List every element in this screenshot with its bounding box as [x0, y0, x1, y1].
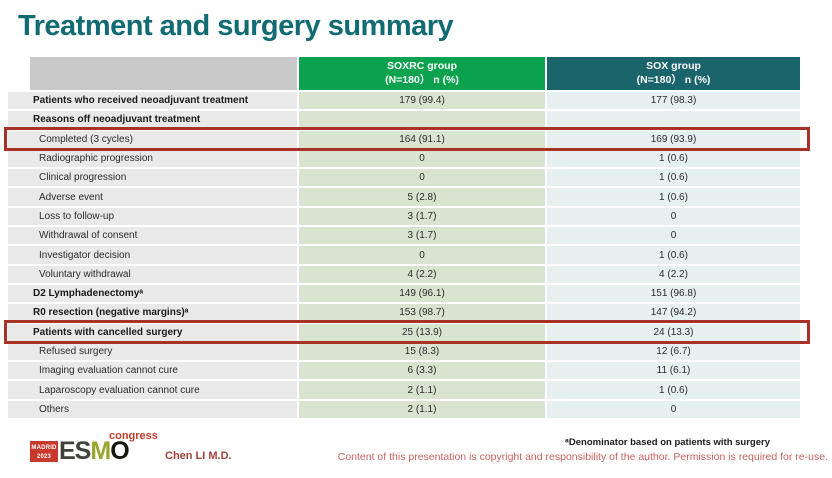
soxrc-value: 4 (2.2) [299, 265, 545, 283]
row-label: Loss to follow-up [8, 207, 297, 226]
table-row: Radiographic progression 0 1 (0.6) [8, 149, 800, 168]
row-label: Laparoscopy evaluation cannot cure [8, 381, 297, 399]
table-row: Imaging evaluation cannot cure 6 (3.3) 11 … [8, 362, 800, 380]
esmo-letter-m: M [90, 437, 111, 465]
denominator-footnote: ᵃDenominator based on patients with surg… [565, 437, 770, 448]
sox-value: 4 (2.2) [547, 265, 800, 283]
soxrc-value: 2 (1.1) [299, 381, 545, 399]
page-title: Treatment and surgery summary [18, 10, 454, 42]
table-body: Patients who received neoadjuvant treatm… [4, 92, 810, 419]
column-header-empty [30, 57, 297, 90]
sox-value: 147 (94.2) [547, 304, 800, 322]
column-header-sox: SOX group (N=180） n (%) [547, 57, 800, 90]
sox-value: 151 (96.8) [547, 284, 800, 303]
presenter-name: Chen LI M.D. [165, 450, 232, 462]
soxrc-value: 3 (1.7) [299, 207, 545, 226]
table-row: Loss to follow-up 3 (1.7) 0 [8, 207, 800, 226]
row-label: Investigator decision [8, 246, 297, 264]
sox-value: 1 (0.6) [547, 149, 800, 168]
row-label: Imaging evaluation cannot cure [8, 362, 297, 380]
row-label: Voluntary withdrawal [8, 265, 297, 283]
soxrc-value: 25 (13.9) [299, 323, 545, 341]
row-label: Reasons off neoadjuvant treatment [8, 111, 297, 129]
row-label: D2 Lymphadenectomyᵃ [8, 284, 297, 303]
sox-group-n: (N=180） n (%) [636, 73, 711, 86]
soxrc-value: 179 (99.4) [299, 92, 545, 110]
table-row: Laparoscopy evaluation cannot cure 2 (1.1… [8, 381, 800, 399]
table-row: Investigator decision 0 1 (0.6) [8, 246, 800, 264]
table-row: Patients with cancelled surgery 25 (13.9)… [4, 320, 810, 345]
sox-value: 24 (13.3) [547, 323, 800, 341]
sox-group-label: SOX group [646, 59, 701, 72]
sox-value: 11 (6.1) [547, 362, 800, 380]
copyright-notice: Content of this presentation is copyrigh… [337, 451, 828, 463]
congress-label: congress [109, 430, 158, 442]
sox-value [547, 111, 800, 129]
row-label: Refused surgery [8, 342, 297, 361]
soxrc-value: 153 (98.7) [299, 304, 545, 322]
sox-value: 0 [547, 400, 800, 419]
table-row: Reasons off neoadjuvant treatment [8, 111, 800, 129]
table-row: Voluntary withdrawal 4 (2.2) 4 (2.2) [8, 265, 800, 283]
table-row: D2 Lymphadenectomyᵃ 149 (96.1) 151 (96.8) [8, 284, 800, 303]
sox-value: 177 (98.3) [547, 92, 800, 110]
soxrc-group-label: SOXRC group [387, 59, 457, 72]
table-row: Refused surgery 15 (8.3) 12 (6.7) [8, 342, 800, 361]
table-row: Clinical progression 0 1 (0.6) [8, 169, 800, 187]
table-row: Adverse event 5 (2.8) 1 (0.6) [8, 188, 800, 206]
row-label: Withdrawal of consent [8, 227, 297, 245]
table-row: Patients who received neoadjuvant treatm… [8, 92, 800, 110]
soxrc-value: 5 (2.8) [299, 188, 545, 206]
madrid-2023-badge: MADRID 2023 [30, 441, 58, 462]
row-label: Adverse event [8, 188, 297, 206]
sox-value: 1 (0.6) [547, 381, 800, 399]
soxrc-value [299, 111, 545, 129]
row-label: Others [8, 400, 297, 419]
sox-value: 1 (0.6) [547, 169, 800, 187]
table-row: Others 2 (1.1) 0 [8, 400, 800, 419]
esmo-letters-es: ES [59, 437, 91, 465]
soxrc-value: 15 (8.3) [299, 342, 545, 361]
soxrc-value: 6 (3.3) [299, 362, 545, 380]
sox-value: 1 (0.6) [547, 246, 800, 264]
soxrc-value: 0 [299, 246, 545, 264]
row-label: Completed (3 cycles) [8, 130, 297, 148]
sox-value: 169 (93.9) [547, 130, 800, 148]
soxrc-value: 149 (96.1) [299, 284, 545, 303]
soxrc-value: 3 (1.7) [299, 227, 545, 245]
soxrc-value: 0 [299, 149, 545, 168]
table-row: R0 resection (negative margins)ᵃ 153 (98.… [8, 304, 800, 322]
sox-value: 1 (0.6) [547, 188, 800, 206]
soxrc-group-n: (N=180） n (%) [385, 73, 459, 86]
soxrc-value: 0 [299, 169, 545, 187]
esmo-letter-o: O [110, 437, 129, 465]
year-label: 2023 [36, 454, 52, 460]
row-label: Patients with cancelled surgery [8, 323, 297, 341]
summary-table: SOXRC group (N=180） n (%) SOX group (N=1… [4, 57, 810, 419]
column-header-soxrc: SOXRC group (N=180） n (%) [299, 57, 545, 90]
madrid-label: MADRID [31, 445, 57, 451]
esmo-logo: ESMO [59, 437, 130, 466]
row-label: Patients who received neoadjuvant treatm… [8, 92, 297, 110]
sox-value: 0 [547, 227, 800, 245]
sox-value: 12 (6.7) [547, 342, 800, 361]
row-label: Radiographic progression [8, 149, 297, 168]
soxrc-value: 2 (1.1) [299, 400, 545, 419]
soxrc-value: 164 (91.1) [299, 130, 545, 148]
table-row: Completed (3 cycles) 164 (91.1) 169 (93.9) [4, 127, 810, 152]
row-label: R0 resection (negative margins)ᵃ [8, 304, 297, 322]
table-row: Withdrawal of consent 3 (1.7) 0 [8, 227, 800, 245]
table-header-row: SOXRC group (N=180） n (%) SOX group (N=1… [8, 57, 800, 90]
sox-value: 0 [547, 207, 800, 226]
row-label: Clinical progression [8, 169, 297, 187]
